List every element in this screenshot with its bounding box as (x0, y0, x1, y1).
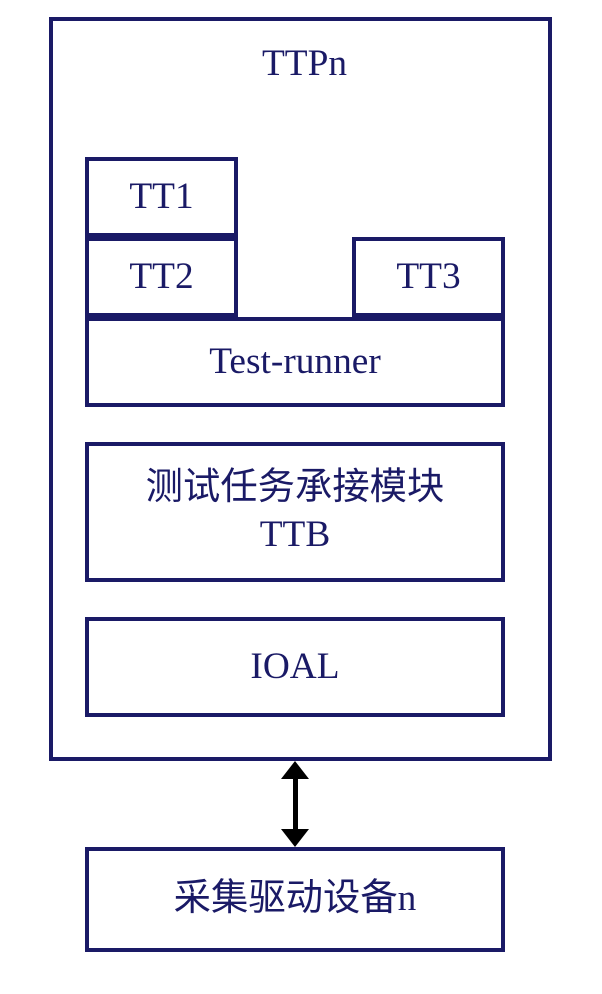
arrow-shaft (293, 779, 298, 829)
arrow-head-down (281, 829, 309, 847)
bidirectional-arrow (0, 0, 602, 994)
arrow-head-up (281, 761, 309, 779)
